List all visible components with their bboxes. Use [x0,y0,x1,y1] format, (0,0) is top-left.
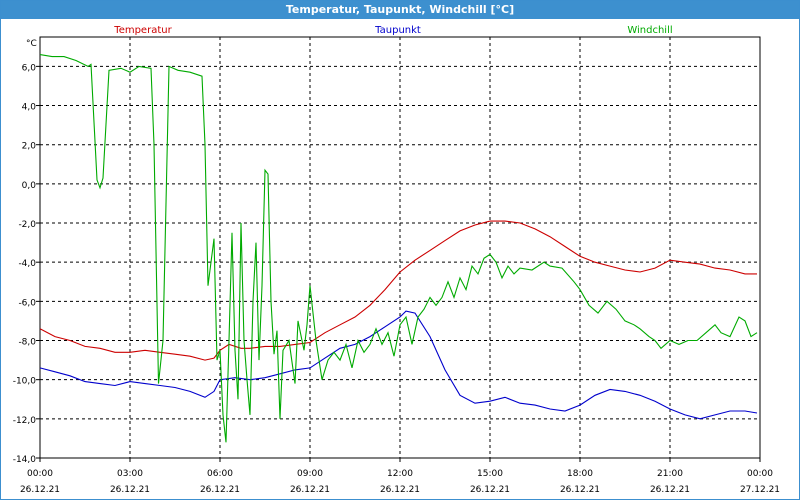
series-line-windchill [39,54,758,443]
y-tick-label: -2,0 [18,220,36,230]
y-tick-label: 6,0 [22,63,37,73]
x-tick-date-label: 26.12.21 [560,485,600,495]
y-tick-label: -4,0 [18,259,36,269]
x-tick-time-label: 00:00 [747,469,773,479]
x-tick-time-label: 15:00 [477,469,503,479]
y-tick-label: -10,0 [13,377,37,387]
series-line-temperatur [39,220,757,361]
x-tick-date-label: 26.12.21 [110,485,150,495]
x-tick-time-label: 00:00 [27,469,53,479]
window-title: Temperatur, Taupunkt, Windchill [°C] [1,1,799,19]
y-tick-label: -6,0 [18,298,36,308]
series-line-taupunkt [39,310,758,420]
y-tick-label: 4,0 [22,103,37,113]
x-tick-time-label: 18:00 [567,469,593,479]
x-tick-date-label: 26.12.21 [650,485,690,495]
x-tick-date-label: 26.12.21 [380,485,420,495]
x-tick-date-label: 27.12.21 [740,485,780,495]
y-tick-label: -8,0 [18,338,36,348]
x-tick-time-label: 03:00 [117,469,143,479]
y-tick-label: -12,0 [13,416,37,426]
x-tick-date-label: 26.12.21 [20,485,60,495]
x-tick-date-label: 26.12.21 [200,485,240,495]
y-tick-label: 2,0 [22,142,37,152]
x-tick-time-label: 21:00 [657,469,683,479]
legend-temperatur: Temperatur [113,25,172,36]
x-tick-time-label: 06:00 [207,469,233,479]
legend-taupunkt: Taupunkt [374,25,421,36]
x-tick-date-label: 26.12.21 [290,485,330,495]
x-tick-date-label: 26.12.21 [470,485,510,495]
legend-windchill: Windchill [627,25,672,36]
x-tick-time-label: 09:00 [297,469,323,479]
x-tick-time-label: 12:00 [387,469,413,479]
y-tick-label: -14,0 [13,455,37,465]
y-axis-label: °C [26,39,37,49]
y-tick-label: 0,0 [22,181,37,191]
